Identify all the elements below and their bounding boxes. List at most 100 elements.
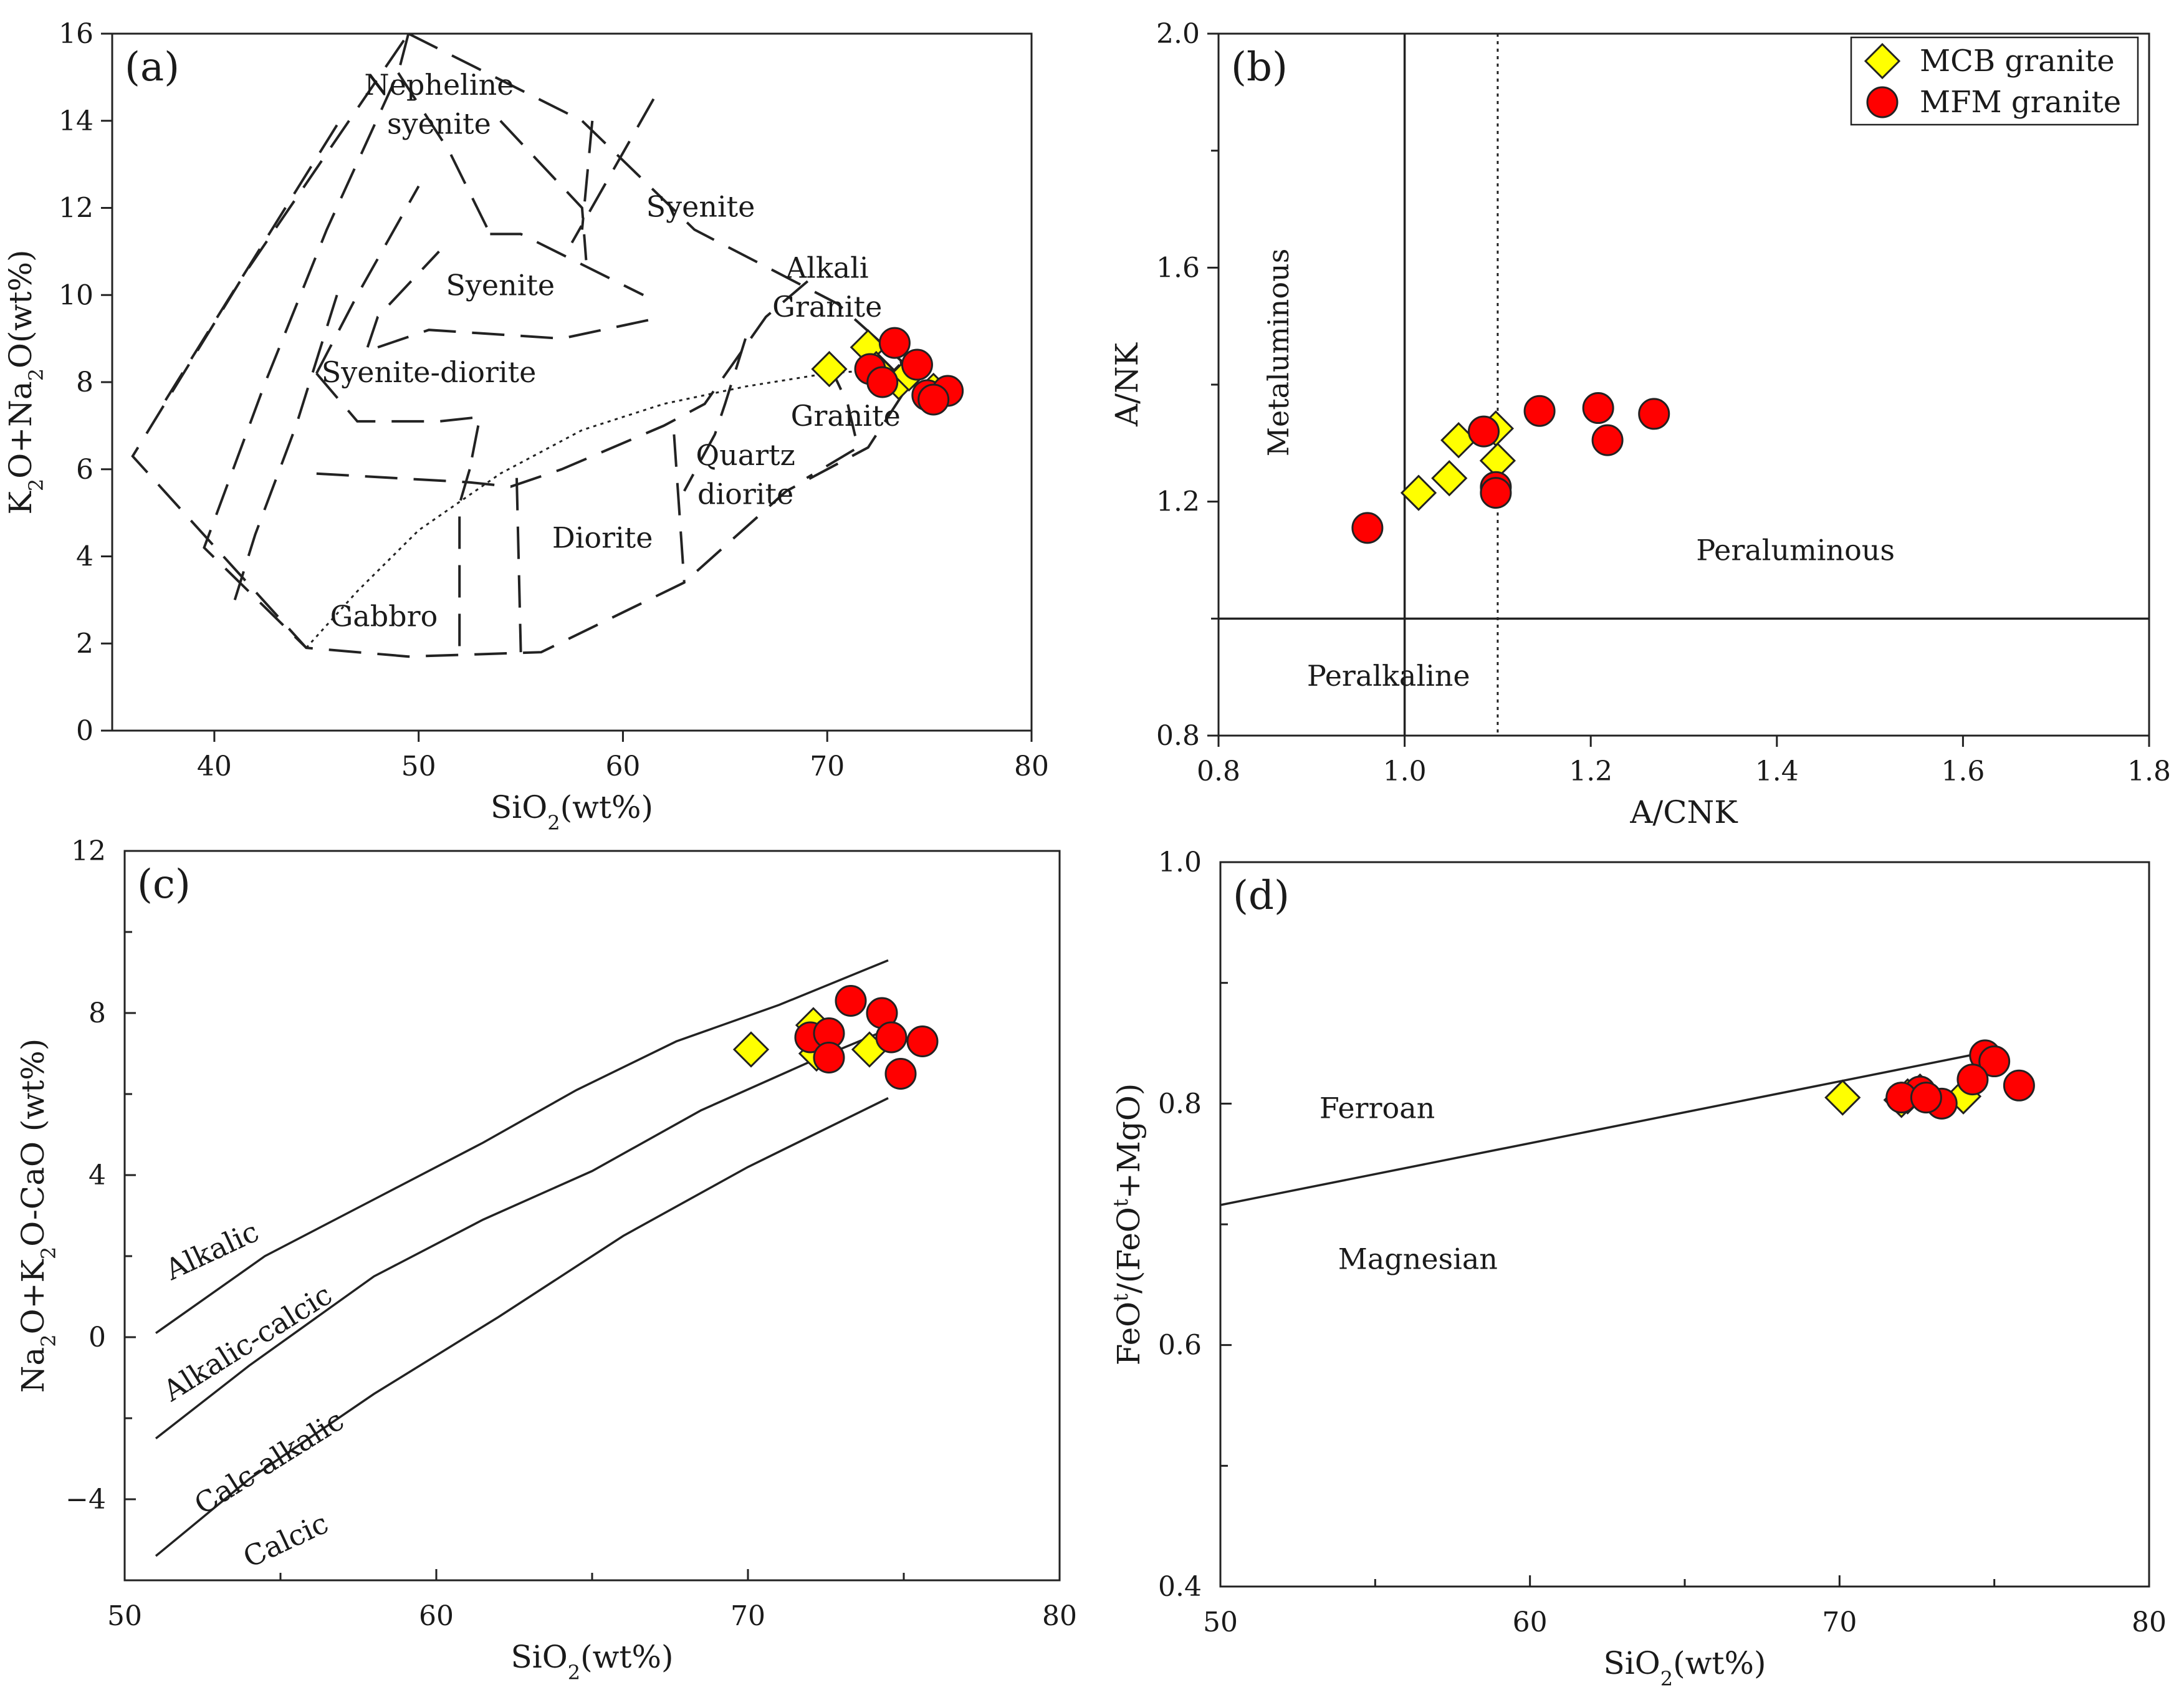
y-axis-label-part: 2 — [24, 479, 48, 491]
legend: MCB granite MFM granite — [1850, 36, 2139, 126]
legend-label: MCB granite — [1920, 44, 2115, 79]
mfm-data-point — [1978, 1045, 2011, 1078]
plot-frame — [1217, 32, 2150, 737]
mfm-data-point — [875, 1021, 908, 1054]
x-axis-label-part: 2 — [568, 1661, 580, 1684]
x-tick-label: 70 — [810, 751, 845, 782]
legend-marker — [1864, 42, 1901, 80]
panel-label: (a) — [125, 44, 180, 90]
mcb-data-point — [1431, 460, 1468, 497]
x-tick-label: 70 — [1822, 1606, 1857, 1638]
field-boundary — [162, 124, 338, 405]
mfm-data-point — [901, 348, 933, 381]
y-axis-label-part: 2 — [24, 368, 48, 381]
field-boundary — [377, 315, 664, 348]
x-axis-label-part: SiO — [510, 1639, 567, 1675]
field-label: Magnesian — [1338, 1242, 1498, 1276]
legend-label: MFM granite — [1920, 85, 2121, 120]
x-axis-label-part: (wt%) — [580, 1639, 673, 1675]
y-tick-label: 1.0 — [1158, 847, 1202, 878]
y-tick-label: 1.6 — [1156, 252, 1200, 284]
panel-label: (d) — [1233, 873, 1290, 919]
y-tick-label: 0.6 — [1158, 1330, 1202, 1361]
x-axis-label: SiO2(wt%) — [491, 789, 653, 835]
x-tick-label: 50 — [401, 751, 436, 782]
y-tick-label: 4 — [89, 1160, 106, 1191]
y-tick-label: 0.8 — [1158, 1088, 1202, 1120]
y-axis-label-part: O+K — [15, 1259, 51, 1335]
field-label: Quartz — [696, 438, 795, 472]
field-label: diorite — [697, 478, 793, 511]
field-boundary — [315, 185, 420, 374]
field-boundary — [155, 959, 889, 1334]
legend-marker — [1866, 86, 1899, 118]
field-label: Syenite — [446, 268, 555, 302]
field-label: Calcic — [238, 1506, 333, 1575]
mcb-data-point — [732, 1031, 770, 1068]
field-boundary — [515, 478, 522, 653]
field-label: Alkalic-calcic — [156, 1277, 338, 1408]
y-axis-label-part: A/NK — [1109, 342, 1145, 427]
mfm-data-point — [866, 366, 899, 398]
field-boundary — [806, 360, 860, 479]
y-tick-label: 16 — [59, 18, 93, 50]
y-tick-label: 14 — [59, 105, 93, 137]
y-axis-label-part: 2 — [37, 1334, 60, 1347]
y-axis-label-part: K — [2, 490, 39, 514]
mfm-data-point — [1638, 398, 1670, 430]
field-label: Calc-alkalic — [188, 1403, 350, 1522]
field-label: Diorite — [552, 521, 653, 555]
legend-box — [1850, 36, 2139, 126]
mfm-data-point — [813, 1042, 845, 1073]
field-boundary — [315, 372, 482, 470]
field-boundary — [458, 469, 471, 657]
y-tick-label: 10 — [59, 279, 93, 311]
mfm-data-point — [878, 327, 911, 359]
y-axis-label-part: Na — [15, 1347, 51, 1393]
panel-b-acnk-ank-diagram: 0.8 1.0 1.2 1.4 1.6 1.8 0.8 1.2 1.6 2.0 A/CNK A/NK (… — [1109, 18, 2171, 830]
mfm-data-point — [2003, 1069, 2035, 1102]
y-tick-label: 12 — [59, 193, 93, 224]
field-boundary — [366, 251, 440, 348]
y-tick-label: 2 — [76, 628, 93, 660]
field-boundary — [570, 98, 655, 244]
field-label: Granite — [791, 399, 901, 433]
field-boundary — [131, 32, 906, 658]
y-axis-label-part: +MgO) — [1111, 1083, 1147, 1199]
mfm-data-point — [1957, 1064, 1989, 1096]
y-tick-label: 6 — [76, 454, 93, 486]
field-label: Peralkaline — [1307, 659, 1470, 693]
field-label: syenite — [387, 107, 491, 141]
mfm-data-point — [1480, 477, 1512, 509]
x-tick-label: 60 — [605, 751, 640, 782]
alkaline-subalkaline-divider — [305, 368, 889, 649]
x-axis-label: SiO2(wt%) — [1603, 1645, 1766, 1691]
field-boundary — [155, 1097, 889, 1557]
x-tick-label: 40 — [197, 751, 232, 782]
x-axis-label-part: 2 — [1660, 1667, 1673, 1691]
mcb-data-point — [1400, 474, 1437, 511]
x-tick-label: 80 — [1014, 751, 1049, 782]
field-boundary — [203, 33, 410, 649]
field-label: Gabbro — [330, 599, 438, 633]
x-axis-label: A/CNK — [1629, 794, 1738, 830]
y-tick-label: 0 — [76, 715, 93, 747]
x-axis-label-part: A/CNK — [1629, 794, 1738, 830]
x-tick-label: 0.8 — [1197, 756, 1240, 787]
mfm-data-point — [1582, 392, 1614, 425]
x-axis-label-part: SiO — [491, 789, 547, 825]
x-tick-label: 80 — [2132, 1606, 2167, 1638]
field-boundary — [1220, 1049, 1995, 1206]
mcb-data-point — [811, 350, 848, 388]
y-axis-label-part: t — [1109, 1294, 1133, 1302]
y-axis-label-part: /(FeO — [1111, 1207, 1147, 1294]
y-axis-label-part: FeO — [1111, 1302, 1147, 1366]
mfm-data-point — [1591, 424, 1624, 456]
mfm-data-point — [835, 985, 867, 1017]
x-axis-label-part: (wt%) — [1673, 1645, 1766, 1681]
x-tick-label: 60 — [1513, 1606, 1548, 1638]
field-boundary — [155, 1028, 889, 1439]
y-axis-label-part: O-CaO (wt%) — [15, 1039, 51, 1247]
mfm-data-point — [1351, 512, 1384, 544]
y-axis-label-part: 2 — [37, 1247, 60, 1259]
